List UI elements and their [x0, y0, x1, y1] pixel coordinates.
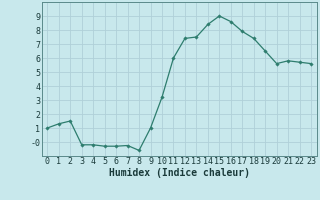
- X-axis label: Humidex (Indice chaleur): Humidex (Indice chaleur): [109, 168, 250, 178]
